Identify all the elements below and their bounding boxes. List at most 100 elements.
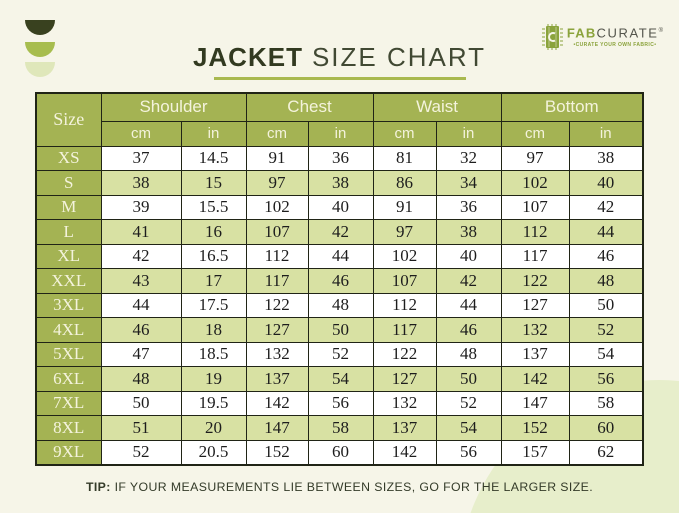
measurement-cell: 107 bbox=[372, 268, 437, 294]
size-label: 5XL bbox=[35, 341, 102, 367]
size-label: L bbox=[35, 219, 102, 245]
column-group-chest: Chest bbox=[245, 92, 374, 122]
measurement-cell: 122 bbox=[372, 341, 437, 367]
size-label: 6XL bbox=[35, 366, 102, 392]
column-group-waist: Waist bbox=[372, 92, 502, 122]
measurement-cell: 152 bbox=[245, 439, 309, 465]
table-row: XXL 43 17 117 46 107 42 122 48 bbox=[35, 268, 644, 294]
size-label: 3XL bbox=[35, 292, 102, 318]
table-row: 8XL 51 20 147 58 137 54 152 60 bbox=[35, 415, 644, 441]
table-row: S 38 15 97 38 86 34 102 40 bbox=[35, 170, 644, 196]
measurement-cell: 50 bbox=[307, 317, 374, 343]
measurement-cell: 157 bbox=[500, 439, 570, 465]
measurement-cell: 102 bbox=[372, 243, 437, 269]
size-label: M bbox=[35, 194, 102, 220]
measurement-cell: 81 bbox=[372, 145, 437, 171]
measurement-cell: 112 bbox=[500, 219, 570, 245]
measurement-cell: 147 bbox=[245, 415, 309, 441]
tip-label: TIP: bbox=[85, 480, 111, 494]
measurement-cell: 16 bbox=[180, 219, 247, 245]
table-row: 5XL 47 18.5 132 52 122 48 137 54 bbox=[35, 341, 644, 367]
measurement-cell: 137 bbox=[245, 366, 309, 392]
measurement-cell: 20.5 bbox=[180, 439, 247, 465]
measurement-cell: 56 bbox=[435, 439, 502, 465]
measurement-cell: 36 bbox=[435, 194, 502, 220]
measurement-cell: 52 bbox=[568, 317, 644, 343]
unit-header: cm bbox=[245, 120, 309, 147]
size-label: 7XL bbox=[35, 390, 102, 416]
table-header-group-row: Size Shoulder Chest Waist Bottom bbox=[35, 92, 644, 147]
measurement-cell: 97 bbox=[245, 170, 309, 196]
table-row: XS 37 14.5 91 36 81 32 97 38 bbox=[35, 145, 644, 171]
measurement-cell: 112 bbox=[245, 243, 309, 269]
measurement-cell: 54 bbox=[307, 366, 374, 392]
measurement-cell: 54 bbox=[435, 415, 502, 441]
measurement-cell: 58 bbox=[307, 415, 374, 441]
title-secondary: SIZE CHART bbox=[311, 42, 487, 72]
measurement-cell: 91 bbox=[372, 194, 437, 220]
measurement-cell: 38 bbox=[100, 170, 182, 196]
measurement-cell: 107 bbox=[500, 194, 570, 220]
measurement-cell: 40 bbox=[435, 243, 502, 269]
size-label: 8XL bbox=[35, 415, 102, 441]
fabcurate-logo: FABCURATE® •CURATE YOUR OWN FABRIC• bbox=[541, 24, 663, 55]
title-primary: JACKET bbox=[192, 42, 303, 72]
table-row: XL 42 16.5 112 44 102 40 117 46 bbox=[35, 243, 644, 269]
size-column-header: Size bbox=[35, 92, 102, 147]
measurement-cell: 47 bbox=[100, 341, 182, 367]
measurement-cell: 52 bbox=[100, 439, 182, 465]
measurement-cell: 18 bbox=[180, 317, 247, 343]
size-label: S bbox=[35, 170, 102, 196]
table-row: L 41 16 107 42 97 38 112 44 bbox=[35, 219, 644, 245]
measurement-cell: 43 bbox=[100, 268, 182, 294]
unit-header: in bbox=[180, 120, 247, 147]
measurement-cell: 32 bbox=[435, 145, 502, 171]
measurement-cell: 16.5 bbox=[180, 243, 247, 269]
measurement-cell: 86 bbox=[372, 170, 437, 196]
table-row: 3XL 44 17.5 122 48 112 44 127 50 bbox=[35, 292, 644, 318]
decor-half-circle-light bbox=[25, 62, 55, 77]
measurement-cell: 46 bbox=[568, 243, 644, 269]
column-group-bottom: Bottom bbox=[500, 92, 644, 122]
measurement-cell: 51 bbox=[100, 415, 182, 441]
measurement-cell: 117 bbox=[245, 268, 309, 294]
measurement-cell: 152 bbox=[500, 415, 570, 441]
measurement-cell: 132 bbox=[500, 317, 570, 343]
decor-half-circle-dark bbox=[25, 20, 55, 35]
measurement-cell: 60 bbox=[568, 415, 644, 441]
fabcurate-logo-icon bbox=[541, 24, 563, 55]
measurement-cell: 38 bbox=[568, 145, 644, 171]
measurement-cell: 142 bbox=[372, 439, 437, 465]
measurement-cell: 52 bbox=[307, 341, 374, 367]
measurement-cell: 46 bbox=[100, 317, 182, 343]
measurement-cell: 18.5 bbox=[180, 341, 247, 367]
measurement-cell: 50 bbox=[435, 366, 502, 392]
measurement-cell: 91 bbox=[245, 145, 309, 171]
measurement-cell: 48 bbox=[307, 292, 374, 318]
measurement-cell: 41 bbox=[100, 219, 182, 245]
column-group-shoulder: Shoulder bbox=[100, 92, 247, 122]
size-label: 4XL bbox=[35, 317, 102, 343]
unit-header: in bbox=[568, 120, 644, 147]
decor-half-circle-olive bbox=[25, 42, 55, 57]
measurement-cell: 38 bbox=[435, 219, 502, 245]
measurement-cell: 34 bbox=[435, 170, 502, 196]
size-label: XS bbox=[35, 145, 102, 171]
page-title: JACKET SIZE CHART bbox=[0, 42, 679, 80]
measurement-cell: 50 bbox=[100, 390, 182, 416]
measurement-cell: 137 bbox=[372, 415, 437, 441]
measurement-cell: 48 bbox=[568, 268, 644, 294]
measurement-cell: 17.5 bbox=[180, 292, 247, 318]
unit-header: cm bbox=[500, 120, 570, 147]
measurement-cell: 36 bbox=[307, 145, 374, 171]
measurement-cell: 97 bbox=[372, 219, 437, 245]
table-row: 6XL 48 19 137 54 127 50 142 56 bbox=[35, 366, 644, 392]
table-row: 7XL 50 19.5 142 56 132 52 147 58 bbox=[35, 390, 644, 416]
measurement-cell: 50 bbox=[568, 292, 644, 318]
measurement-cell: 102 bbox=[500, 170, 570, 196]
measurement-cell: 127 bbox=[245, 317, 309, 343]
table-row: 9XL 52 20.5 152 60 142 56 157 62 bbox=[35, 439, 644, 465]
measurement-cell: 42 bbox=[307, 219, 374, 245]
brand-name: FABCURATE® bbox=[566, 25, 663, 41]
